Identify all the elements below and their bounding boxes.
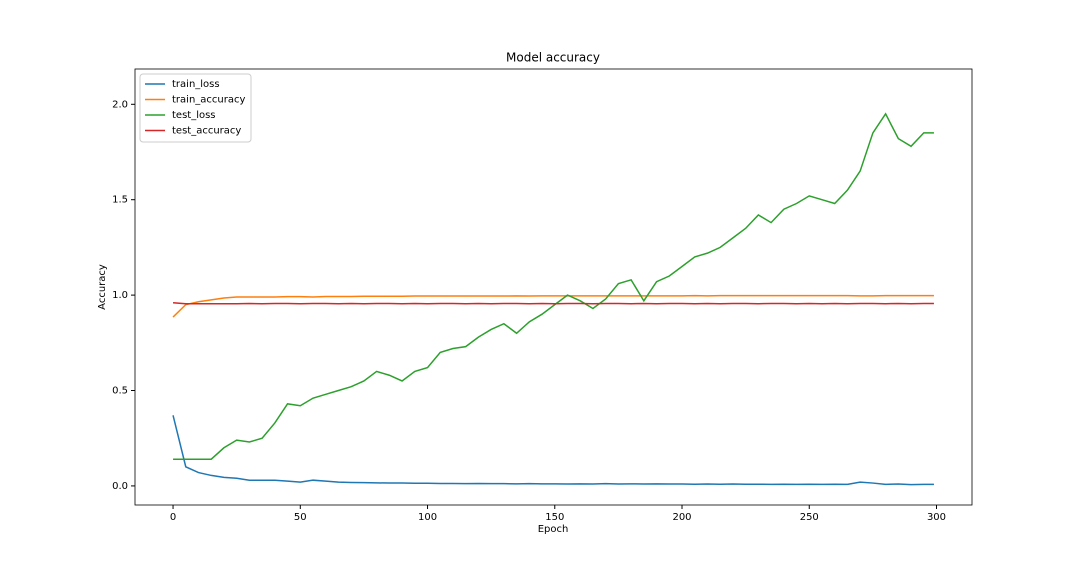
y-tick-label: 1.0 <box>112 290 128 301</box>
legend-label: train_loss <box>172 79 220 90</box>
series-line <box>172 301 934 305</box>
chart-title: Model accuracy <box>506 51 600 65</box>
series-line <box>173 112 934 460</box>
plot-frame <box>134 68 973 506</box>
legend-box <box>139 73 252 143</box>
legend-label: train_accuracy <box>172 95 245 106</box>
x-tick-label: 150 <box>545 512 564 523</box>
x-tick-label: 0 <box>170 512 176 523</box>
y-tick-label: 0.5 <box>112 386 128 397</box>
x-tick-label: 100 <box>418 512 437 523</box>
legend-label: test_loss <box>172 110 216 121</box>
x-tick-label: 250 <box>800 512 819 523</box>
y-tick-label: 1.5 <box>112 195 128 206</box>
x-tick-label: 50 <box>294 512 307 523</box>
y-tick-label: 2.0 <box>112 99 128 110</box>
y-tick-label: 0.0 <box>112 481 128 492</box>
legend-label: test_accuracy <box>172 126 241 137</box>
series-line <box>172 294 934 318</box>
x-tick-label: 300 <box>927 512 946 523</box>
x-axis-label: Epoch <box>538 524 569 535</box>
series-line <box>172 415 934 486</box>
x-tick-label: 200 <box>672 512 691 523</box>
y-axis-label: Accuracy <box>97 264 108 310</box>
